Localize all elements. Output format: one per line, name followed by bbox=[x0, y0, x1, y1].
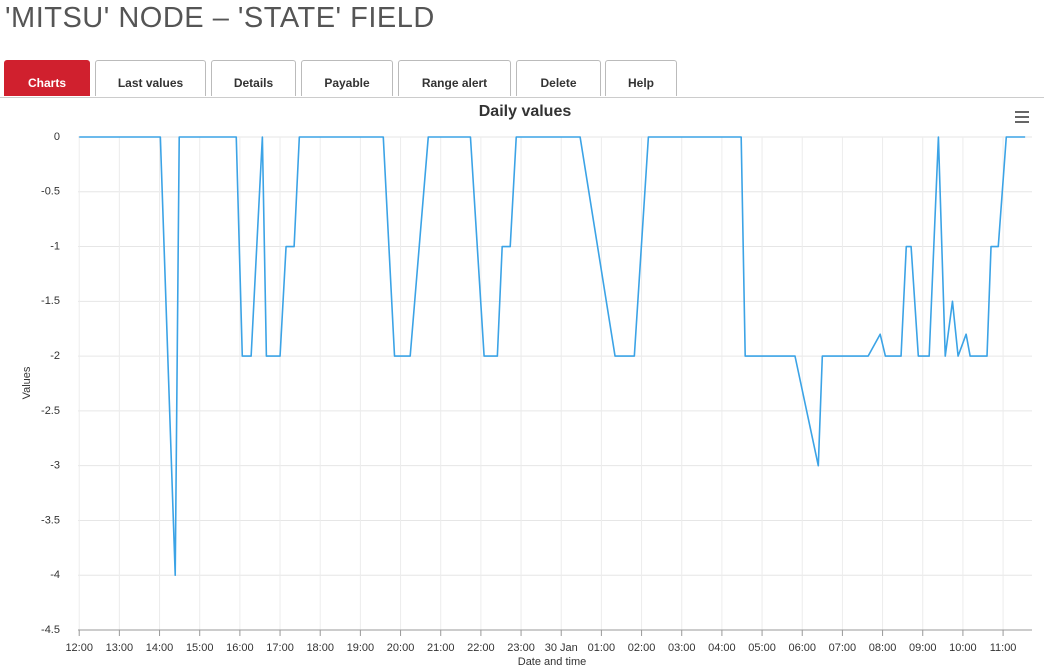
y-tick-label: 0 bbox=[54, 131, 60, 143]
y-tick-label: -1 bbox=[50, 240, 60, 252]
x-tick-label: 06:00 bbox=[788, 642, 816, 654]
x-tick-label: 22:00 bbox=[467, 642, 495, 654]
tab-bar: Charts Last values Details Payable Range ale… bbox=[0, 60, 1044, 98]
y-tick-label: -2 bbox=[50, 350, 60, 362]
data-line bbox=[79, 136, 1026, 577]
page-title: 'MITSU' NODE – 'STATE' FIELD bbox=[5, 2, 435, 34]
tab[interactable]: Payable bbox=[301, 60, 393, 96]
x-tick-label: 04:00 bbox=[708, 642, 736, 654]
x-tick-label: 30 Jan bbox=[545, 642, 578, 654]
x-tick-label: 05:00 bbox=[748, 642, 776, 654]
x-tick-label: 13:00 bbox=[106, 642, 134, 654]
y-tick-label: -4 bbox=[50, 569, 60, 581]
y-tick-label: -0.5 bbox=[41, 186, 60, 198]
x-tick-label: 16:00 bbox=[226, 642, 254, 654]
tab[interactable]: Help bbox=[605, 60, 677, 96]
tab[interactable]: Delete bbox=[516, 60, 601, 96]
chart-menu[interactable] bbox=[1015, 111, 1029, 123]
x-tick-label: 19:00 bbox=[347, 642, 375, 654]
x-tick-label: 02:00 bbox=[628, 642, 656, 654]
x-tick-label: 18:00 bbox=[306, 642, 334, 654]
x-tick-label: 03:00 bbox=[668, 642, 696, 654]
tab[interactable]: Range alert bbox=[398, 60, 511, 96]
x-tick-label: 11:00 bbox=[990, 642, 1017, 654]
tab[interactable]: Charts bbox=[4, 60, 90, 96]
y-tick-label: -1.5 bbox=[41, 295, 60, 307]
y-tick-label: -3 bbox=[50, 460, 60, 472]
x-tick-label: 08:00 bbox=[869, 642, 897, 654]
x-tick-label: 01:00 bbox=[588, 642, 616, 654]
x-tick-label: 10:00 bbox=[949, 642, 977, 654]
x-tick-label: 21:00 bbox=[427, 642, 455, 654]
chart-title: Daily values bbox=[479, 103, 572, 120]
y-tick-label: -4.5 bbox=[41, 624, 60, 636]
y-axis-label: Values bbox=[21, 366, 33, 399]
x-tick-label: 07:00 bbox=[829, 642, 857, 654]
x-tick-label: 15:00 bbox=[186, 642, 214, 654]
x-tick-label: 23:00 bbox=[507, 642, 535, 654]
tab[interactable]: Last values bbox=[95, 60, 206, 96]
x-tick-label: 17:00 bbox=[266, 642, 294, 654]
tab[interactable]: Details bbox=[211, 60, 296, 96]
y-tick-label: -3.5 bbox=[41, 514, 60, 526]
x-tick-label: 12:00 bbox=[65, 642, 93, 654]
x-tick-label: 20:00 bbox=[387, 642, 415, 654]
x-axis-label: Date and time bbox=[518, 656, 586, 666]
y-tick-label: -2.5 bbox=[41, 405, 60, 417]
x-tick-label: 14:00 bbox=[146, 642, 174, 654]
x-tick-label: 09:00 bbox=[909, 642, 937, 654]
